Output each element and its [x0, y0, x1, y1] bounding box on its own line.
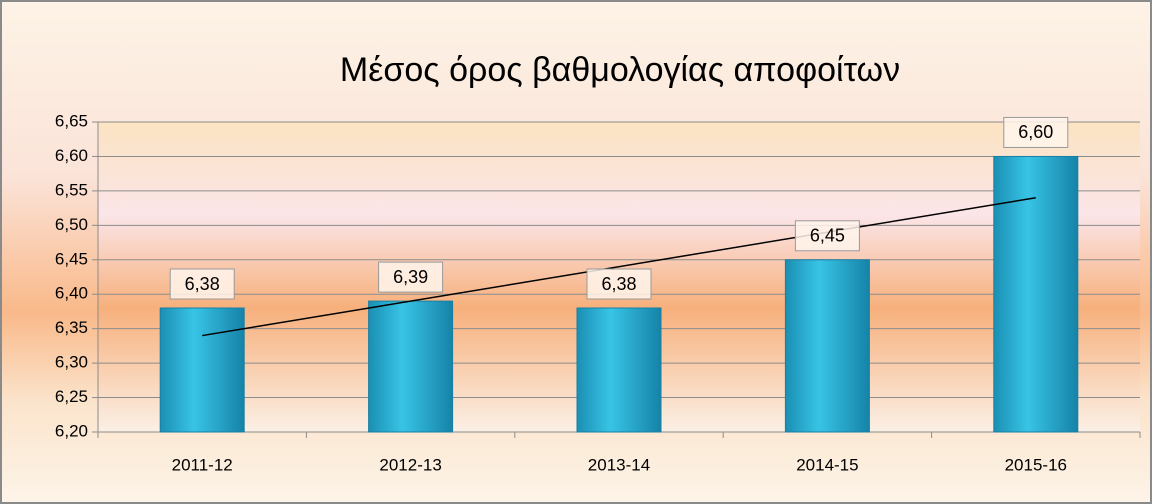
- value-label: 6,38: [601, 274, 636, 294]
- y-tick-label: 6,35: [55, 318, 88, 337]
- x-tick-label: 2011-12: [172, 455, 233, 474]
- value-label: 6,39: [393, 267, 428, 287]
- bar: [368, 300, 454, 433]
- value-label: 6,45: [810, 226, 845, 246]
- value-label: 6,38: [185, 274, 220, 294]
- value-label-box: [378, 261, 444, 293]
- y-tick-label: 6,50: [55, 215, 88, 234]
- value-label-box: [169, 268, 235, 300]
- y-tick-label: 6,65: [55, 111, 88, 130]
- y-tick-label: 6,25: [55, 387, 88, 406]
- x-tick-label: 2013-14: [588, 455, 650, 474]
- chart-title: Μέσος όρος βαθμολογίας αποφοίτων: [340, 51, 900, 89]
- x-tick-label: 2012-13: [379, 455, 441, 474]
- y-tick-label: 6,45: [55, 249, 88, 268]
- y-tick-label: 6,30: [55, 353, 88, 372]
- x-tick-label: 2015-16: [1005, 455, 1067, 474]
- value-label: 6,60: [1018, 122, 1053, 142]
- bar: [576, 307, 662, 433]
- bar: [159, 307, 245, 433]
- y-tick-label: 6,60: [55, 146, 88, 165]
- value-label-box: [586, 268, 652, 300]
- x-tick-label: 2014-15: [796, 455, 858, 474]
- value-label-box: [1003, 116, 1069, 148]
- y-tick-label: 6,20: [55, 421, 88, 440]
- bar: [784, 259, 870, 433]
- value-label-box: [794, 220, 860, 252]
- y-tick-label: 6,55: [55, 180, 88, 199]
- trendline: [202, 197, 1036, 337]
- y-tick-label: 6,40: [55, 284, 88, 303]
